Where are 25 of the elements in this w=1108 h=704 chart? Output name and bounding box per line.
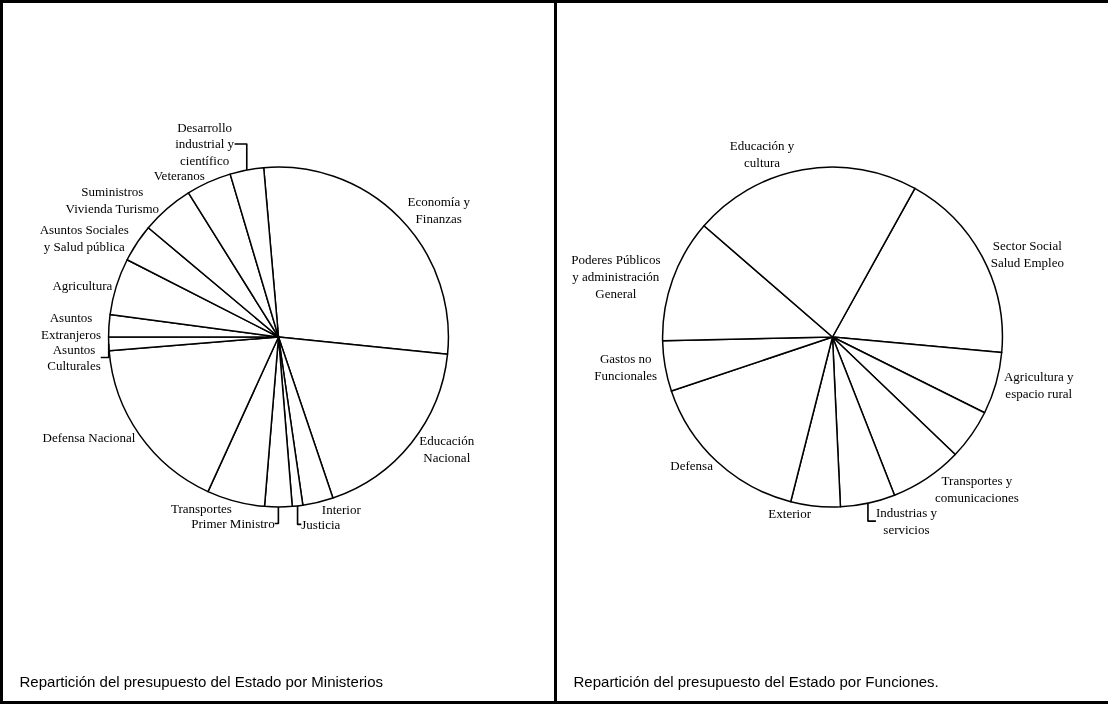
slice-label: Defensa Nacional <box>42 429 136 445</box>
slice-label: Asuntos Culturales <box>47 341 101 374</box>
slice-label: Industrias y servicios <box>875 505 938 538</box>
slice-label: Primer Ministro <box>191 515 275 531</box>
slice-label: Agricultura <box>52 278 113 294</box>
slice-label: Defensa <box>670 458 714 474</box>
slice-label: Gastos no Funcionales <box>594 350 658 383</box>
text: Repartición del presupuesto del Estado por Ministerios <box>19 673 384 691</box>
slice-label: Economía y Finanzas <box>407 193 471 226</box>
slice-label: Sector Social Salud Empleo <box>990 238 1064 270</box>
slice-label: Interior <box>321 501 362 517</box>
slice-label: Exterior <box>768 505 812 521</box>
slice-label: Veteranos <box>153 168 205 184</box>
slice-label: Agricultura y espacio rural <box>1003 368 1075 401</box>
slice-label: Educación Nacional <box>419 433 475 466</box>
slice-label: Asuntos Sociales y Salud pública <box>39 222 129 255</box>
slice-label: Educación y cultura <box>729 138 795 171</box>
slice-label: Transportes <box>170 500 232 516</box>
slice-label: Desarrollo industrial y científico <box>175 119 235 169</box>
text: Repartición del presupuesto del Estado por Funciones. <box>573 673 939 691</box>
slice-label: Suministros Vivienda Turismo <box>65 183 160 216</box>
slice-label: Asuntos Extranjeros <box>41 309 101 342</box>
slice-label: Transportes y comunicaciones <box>935 473 1019 506</box>
slice-label: Justicia <box>301 516 341 532</box>
slice-label: Poderes Públicos y administración General <box>571 252 661 301</box>
